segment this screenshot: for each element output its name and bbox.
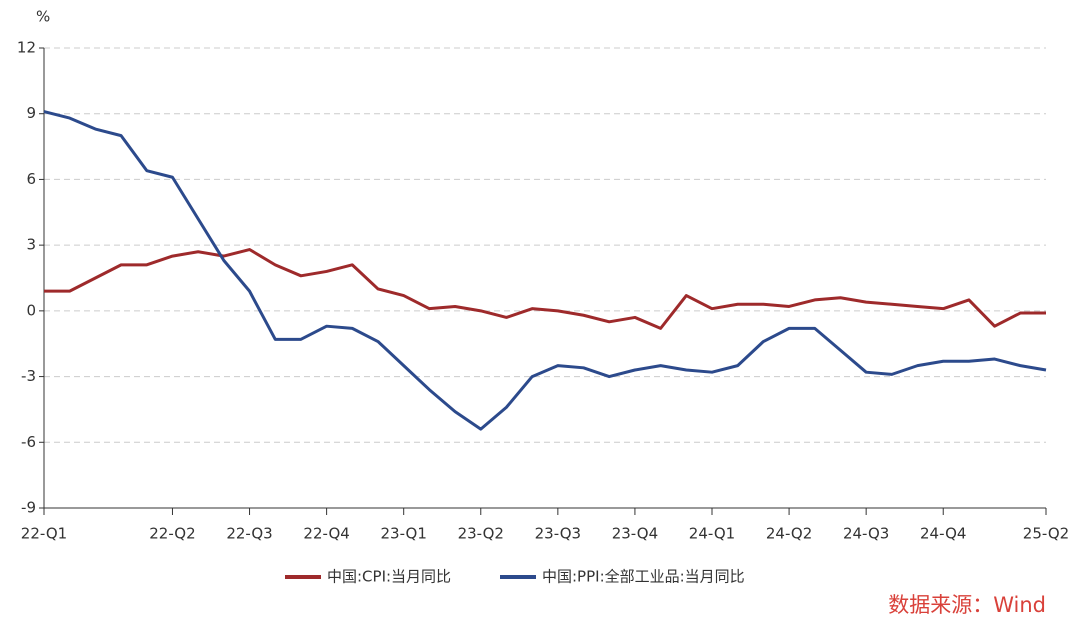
y-tick-label: -9 xyxy=(21,499,36,517)
legend-label: 中国:CPI:当月同比 xyxy=(327,568,451,586)
source: 数据来源：Wind xyxy=(888,593,1046,617)
x-tick-label: 22-Q2 xyxy=(149,525,195,543)
y-tick-label: 12 xyxy=(17,39,36,57)
x-tick-label: 23-Q1 xyxy=(380,525,426,543)
x-tick-label: 25-Q2 xyxy=(1023,525,1069,543)
x-tick-label: 22-Q1 xyxy=(21,525,67,543)
x-tick-label: 23-Q4 xyxy=(612,525,658,543)
x-tick-label: 24-Q4 xyxy=(920,525,966,543)
y-tick-label: 6 xyxy=(26,170,36,188)
line xyxy=(43,110,1047,431)
x-tick-label: 23-Q3 xyxy=(535,525,581,543)
y-tick-label: -6 xyxy=(21,433,36,451)
x-tick-label: 22-Q3 xyxy=(226,525,272,543)
x-tick-label: 24-Q2 xyxy=(766,525,812,543)
line xyxy=(44,248,1046,330)
x-tick-label: 22-Q4 xyxy=(303,525,349,543)
y-unit: % xyxy=(36,8,50,26)
y-tick-label: 9 xyxy=(26,104,36,122)
y-tick-label: 0 xyxy=(26,301,36,319)
legend-label: 中国:PPI:全部工业品:当月同比 xyxy=(542,568,745,586)
x-tick-label: 24-Q1 xyxy=(689,525,735,543)
y-tick-label: -3 xyxy=(21,367,36,385)
y-tick-label: 3 xyxy=(26,236,36,254)
x-tick-label: 24-Q3 xyxy=(843,525,889,543)
x-tick-label: 23-Q2 xyxy=(458,525,504,543)
